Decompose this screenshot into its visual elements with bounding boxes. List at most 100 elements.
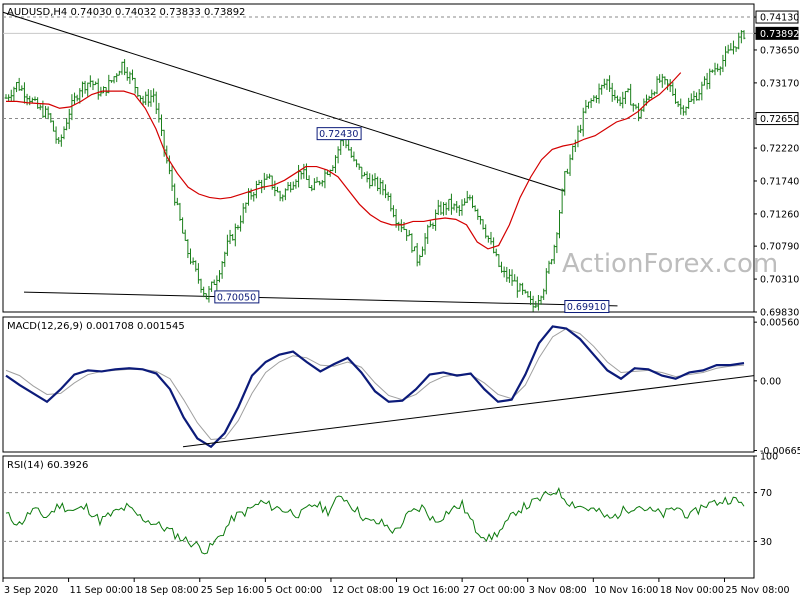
price-bar	[94, 81, 98, 86]
price-level-box	[755, 112, 799, 126]
rsi-line	[5, 486, 745, 555]
price-bar	[247, 188, 250, 206]
rsi-axis-label: 30	[760, 537, 772, 548]
price-bar	[334, 155, 337, 173]
price-bar	[563, 171, 567, 196]
price-bar	[444, 202, 448, 216]
price-bar	[9, 89, 13, 102]
price-bar	[486, 235, 490, 243]
time-axis-label: 25 Sep 16:00	[201, 585, 264, 596]
price-bar	[447, 198, 451, 211]
price-bar	[739, 30, 743, 44]
price-bar	[107, 74, 111, 94]
price-bar	[508, 269, 511, 283]
macd-trendline	[182, 375, 755, 448]
price-bar	[718, 66, 722, 76]
moving-average	[6, 72, 682, 250]
price-bar	[315, 176, 319, 183]
price-bar	[352, 151, 356, 162]
price-bar	[28, 95, 32, 106]
rsi-axis-label: 70	[760, 488, 772, 499]
price-bar	[460, 199, 464, 216]
price-bar	[623, 91, 627, 105]
price-bar	[642, 98, 646, 112]
price-bar	[436, 199, 440, 216]
price-axis-label: 0.74130	[760, 13, 799, 24]
price-bar	[550, 259, 553, 265]
price-annotation: 0.70050	[214, 290, 260, 304]
price-bar	[389, 193, 393, 212]
price-bar	[312, 178, 316, 191]
price-bar	[294, 179, 298, 189]
price-bar	[131, 69, 134, 81]
price-bar	[476, 208, 480, 220]
price-bar	[584, 99, 588, 114]
price-bar	[418, 254, 422, 266]
price-bar	[149, 90, 153, 107]
price-bar	[589, 98, 593, 108]
macd-axis-label: 0.00	[760, 376, 781, 387]
price-bar	[489, 231, 493, 245]
price-bar	[423, 233, 427, 255]
price-bar	[152, 88, 155, 103]
macd-axis-label: -0.006656	[760, 446, 800, 457]
price-axis-label: 0.73892	[760, 29, 799, 40]
price-bar	[336, 146, 340, 164]
price-bar	[228, 229, 232, 245]
price-bar	[165, 145, 169, 164]
price-bar	[708, 68, 712, 89]
price-bar	[73, 92, 76, 105]
price-bar	[65, 118, 69, 131]
price-bar	[128, 71, 132, 85]
price-bar	[318, 180, 322, 186]
price-bar	[558, 209, 561, 239]
price-bar	[25, 93, 29, 106]
price-bar	[671, 82, 675, 97]
price-bar	[463, 198, 467, 206]
price-bar	[54, 126, 58, 144]
price-bar	[173, 183, 177, 206]
price-bar	[566, 168, 569, 174]
price-bar	[268, 173, 271, 179]
price-bar	[223, 251, 227, 267]
price-bar	[421, 246, 424, 258]
price-axis-label: 0.70310	[760, 275, 799, 286]
price-bar	[729, 43, 733, 51]
price-bar	[526, 291, 530, 298]
price-axis-label: 0.72650	[760, 114, 799, 125]
price-bar	[241, 203, 245, 224]
price-bar	[600, 84, 604, 95]
price-bar	[492, 237, 496, 254]
price-bar	[115, 73, 119, 83]
price-bar	[724, 46, 727, 67]
price-bar	[674, 88, 677, 104]
price-bar	[616, 95, 619, 104]
price-bar	[194, 260, 198, 272]
price-bar	[697, 89, 701, 101]
price-bar	[373, 173, 377, 187]
price-bar	[384, 184, 387, 199]
price-bar	[413, 246, 416, 252]
price-bar	[497, 254, 501, 268]
price-bar	[7, 94, 11, 102]
price-axis-label: 0.71260	[760, 209, 799, 220]
price-bar	[154, 91, 158, 115]
price-bar	[360, 166, 364, 179]
price-bar	[33, 96, 37, 102]
rsi-axis-label: 100	[760, 452, 778, 463]
price-bar	[252, 192, 256, 202]
price-bar	[521, 282, 524, 295]
svg-text:0.69910: 0.69910	[567, 302, 606, 313]
moving-average-line	[6, 72, 682, 250]
price-bar	[407, 230, 411, 237]
price-bar	[505, 266, 509, 282]
watermark: ActionForex.com	[562, 249, 778, 279]
price-bar	[568, 154, 572, 176]
price-bar	[181, 217, 184, 234]
price-bar	[244, 202, 248, 213]
price-bar	[652, 91, 656, 96]
price-bar	[465, 190, 469, 204]
time-axis-label: 19 Oct 16:00	[398, 585, 460, 596]
price-bar	[479, 215, 482, 225]
price-bar	[399, 219, 403, 233]
